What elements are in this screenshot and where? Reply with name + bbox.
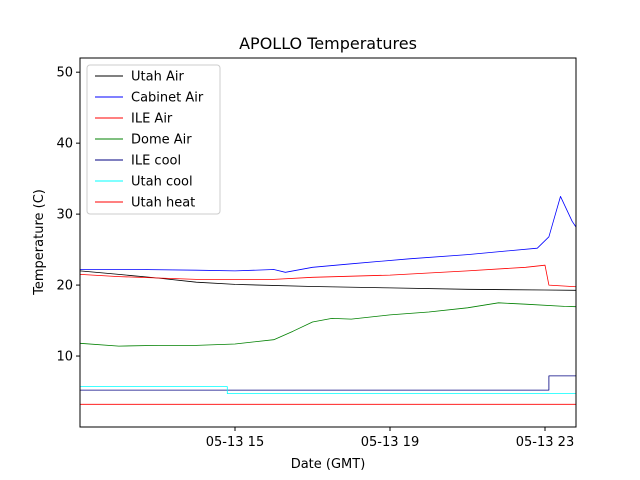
y-tick-label: 10 <box>56 350 73 365</box>
plot-frame <box>79 57 577 428</box>
legend-label: ILE cool <box>131 154 181 169</box>
series-line-utah-cool <box>80 386 576 394</box>
legend-label: Utah Air <box>131 70 184 85</box>
y-tick-label: 40 <box>56 137 73 152</box>
series-line-ile-air <box>80 264 576 288</box>
series-line-dome-air <box>80 302 576 347</box>
x-tick-label: 05-13 23 <box>516 435 574 450</box>
series-line-utah-air <box>80 270 576 291</box>
x-tick-label: 05-13 15 <box>206 435 264 450</box>
legend-label: ILE Air <box>131 112 173 127</box>
y-tick-label: 30 <box>56 208 73 223</box>
series-line-cabinet-air <box>80 196 576 273</box>
legend-frame <box>86 64 221 215</box>
y-axis-label: Temperature (C) <box>32 189 47 296</box>
y-tick-label: 20 <box>56 279 73 294</box>
x-axis-label: Date (GMT) <box>291 457 366 472</box>
legend-label: Utah heat <box>131 196 195 211</box>
legend-label: Cabinet Air <box>131 91 204 106</box>
series-layer <box>80 196 576 405</box>
legend-label: Utah cool <box>131 175 193 190</box>
chart-title: APOLLO Temperatures <box>239 34 417 53</box>
x-tick-label: 05-13 19 <box>361 435 419 450</box>
y-axis: 10 20 30 40 50 <box>56 66 80 365</box>
legend: Utah Air Cabinet Air ILE Air Dome Air ILE co… <box>86 64 221 215</box>
y-tick-label: 50 <box>56 66 73 81</box>
legend-label: Dome Air <box>131 133 192 148</box>
